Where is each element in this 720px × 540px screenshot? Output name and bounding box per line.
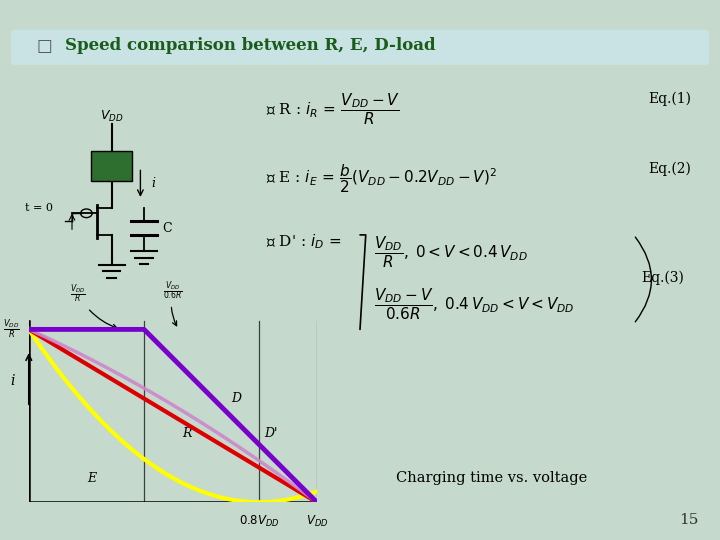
Text: $\dfrac{V_{DD} - V}{0.6R}$$,\;0.4\,V_{DD} < V < V_{DD}$: $\dfrac{V_{DD} - V}{0.6R}$$,\;0.4\,V_{DD… (374, 286, 575, 322)
Text: ③ D' : $i_D\,=$: ③ D' : $i_D\,=$ (266, 232, 342, 251)
Text: □: □ (36, 37, 52, 55)
FancyBboxPatch shape (11, 30, 709, 65)
Text: Charging time vs. voltage: Charging time vs. voltage (396, 471, 588, 485)
Text: $\dfrac{V_{DD}}{R}$$,\;0 < V < 0.4\,V_{DD}$: $\dfrac{V_{DD}}{R}$$,\;0 < V < 0.4\,V_{D… (374, 235, 528, 271)
Text: C: C (162, 222, 171, 235)
Bar (91, 151, 132, 181)
Text: D': D' (264, 427, 277, 440)
Text: $V_{DD}$: $V_{DD}$ (100, 109, 123, 124)
Text: Speed comparison between R, E, D-load: Speed comparison between R, E, D-load (65, 37, 436, 55)
Text: 15: 15 (679, 512, 698, 526)
Text: Eq.(2): Eq.(2) (648, 162, 691, 177)
Text: D: D (231, 392, 241, 405)
Text: ① R : $i_R\,=\,\dfrac{V_{DD} - V}{R}$: ① R : $i_R\,=\,\dfrac{V_{DD} - V}{R}$ (266, 92, 401, 127)
Text: $V_{DD}$: $V_{DD}$ (305, 514, 328, 529)
Text: i: i (151, 177, 156, 190)
Text: ② E : $i_E\,=\,\dfrac{b}{2}(V_{DD} - 0.2V_{DD} - V)^2$: ② E : $i_E\,=\,\dfrac{b}{2}(V_{DD} - 0.2… (266, 162, 498, 195)
Text: $\frac{V_{DD}}{0.6R}$: $\frac{V_{DD}}{0.6R}$ (163, 279, 183, 326)
Text: t = 0: t = 0 (25, 203, 53, 213)
Text: E: E (88, 471, 96, 484)
Text: Eq.(3): Eq.(3) (641, 271, 684, 285)
Text: $\frac{V_{DD}}{R}$: $\frac{V_{DD}}{R}$ (4, 318, 20, 341)
Text: $\frac{V_{DD}}{R}$: $\frac{V_{DD}}{R}$ (70, 282, 117, 329)
Text: Eq.(1): Eq.(1) (648, 92, 691, 106)
Text: $0.8V_{DD}$: $0.8V_{DD}$ (239, 514, 279, 529)
Text: R: R (182, 427, 192, 440)
Text: i: i (10, 374, 14, 388)
